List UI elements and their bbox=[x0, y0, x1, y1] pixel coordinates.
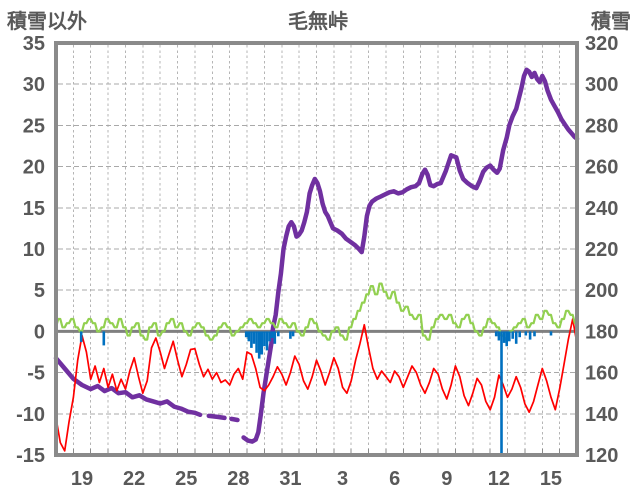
right-tick-label: 180 bbox=[585, 321, 618, 343]
plot-border bbox=[54, 41, 579, 457]
right-tick-label: 300 bbox=[585, 74, 618, 96]
blue-bars bbox=[79, 331, 553, 453]
left-tick-label: 30 bbox=[23, 74, 45, 96]
red-series bbox=[55, 318, 578, 452]
bottom-axis-ticks bbox=[72, 449, 561, 453]
right-tick-label: 240 bbox=[585, 198, 618, 220]
right-tick-label: 200 bbox=[585, 280, 618, 302]
vertical-gridlines bbox=[72, 45, 561, 454]
x-tick-label: 3 bbox=[337, 468, 348, 490]
x-tick-label: 28 bbox=[227, 468, 249, 490]
x-tick-label: 12 bbox=[488, 468, 510, 490]
x-tick-label: 9 bbox=[441, 468, 452, 490]
right-tick-label: 280 bbox=[585, 115, 618, 137]
green-series bbox=[54, 282, 577, 341]
x-axis-tick-labels: 19 22 25 28 31 3 6 9 12 15 bbox=[71, 468, 562, 490]
left-tick-label: 15 bbox=[23, 198, 45, 220]
right-tick-label: 120 bbox=[585, 445, 618, 467]
right-axis-tick-labels: 320 300 280 260 240 220 200 180 160 140 120 bbox=[585, 33, 618, 467]
right-tick-label: 320 bbox=[585, 33, 618, 55]
snow-depth-purple bbox=[53, 67, 580, 444]
left-tick-label: 10 bbox=[23, 239, 45, 261]
left-tick-label: 0 bbox=[34, 321, 45, 343]
left-axis-title: 積雪以外 bbox=[7, 11, 87, 33]
left-tick-label: 5 bbox=[34, 280, 45, 302]
x-tick-label: 15 bbox=[540, 468, 562, 490]
x-tick-label: 25 bbox=[175, 468, 197, 490]
left-tick-label: 35 bbox=[23, 33, 45, 55]
right-tick-label: 160 bbox=[585, 363, 618, 385]
left-tick-label: 20 bbox=[23, 157, 45, 179]
left-axis-tick-labels: 35 30 25 20 15 10 5 0 -5 -10 -15 bbox=[16, 33, 45, 467]
right-tick-label: 140 bbox=[585, 404, 618, 426]
x-tick-label: 31 bbox=[279, 468, 301, 490]
left-tick-label: -5 bbox=[27, 363, 45, 385]
right-axis-title: 積雪 bbox=[591, 11, 631, 33]
left-tick-label: -10 bbox=[16, 404, 45, 426]
x-tick-label: 22 bbox=[123, 468, 145, 490]
horizontal-gridlines bbox=[58, 83, 575, 415]
left-tick-label: 25 bbox=[23, 115, 45, 137]
right-tick-label: 220 bbox=[585, 239, 618, 261]
x-tick-label: 19 bbox=[71, 468, 93, 490]
left-tick-label: -15 bbox=[16, 445, 45, 467]
right-tick-label: 260 bbox=[585, 157, 618, 179]
x-tick-label: 6 bbox=[389, 468, 400, 490]
chart-title: 毛無峠 bbox=[288, 11, 348, 33]
